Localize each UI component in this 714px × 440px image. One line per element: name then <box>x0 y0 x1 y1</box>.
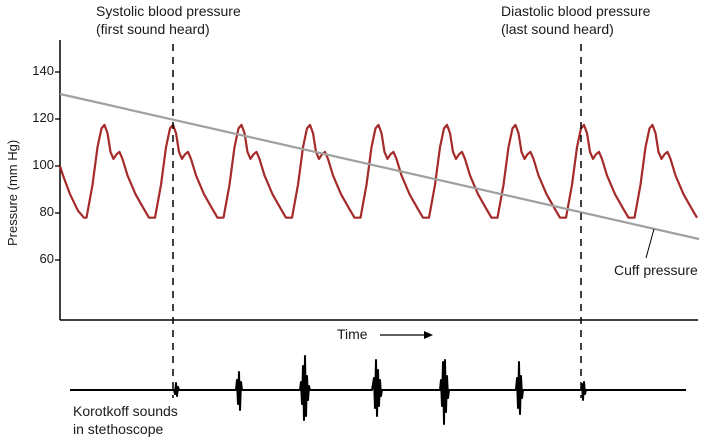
y-axis-label: Pressure (mm Hg) <box>5 139 20 246</box>
diastolic-sublabel: (last sound heard) <box>501 21 614 37</box>
y-tick-60: 60 <box>39 251 54 266</box>
systolic-sublabel: (first sound heard) <box>96 21 210 37</box>
arterial-pressure-wave <box>58 123 698 219</box>
cuff-pressure-line <box>59 92 700 241</box>
korotkoff-sound-trace <box>70 355 686 425</box>
systolic-label: Systolic blood pressure <box>96 3 241 19</box>
time-label: Time <box>337 326 368 342</box>
cuff-pressure-label: Cuff pressure <box>614 262 698 278</box>
y-tick-marks <box>55 71 60 261</box>
cuff-pressure-pointer <box>645 228 655 259</box>
time-arrow-head <box>424 331 433 339</box>
y-tick-100: 100 <box>32 157 54 172</box>
diastolic-label: Diastolic blood pressure <box>501 3 651 19</box>
y-tick-120: 120 <box>32 110 54 125</box>
korotkoff-sublabel: in stethoscope <box>73 421 164 437</box>
y-tick-140: 140 <box>32 63 54 78</box>
korotkoff-label: Korotkoff sounds <box>73 403 178 419</box>
y-tick-80: 80 <box>39 204 54 219</box>
